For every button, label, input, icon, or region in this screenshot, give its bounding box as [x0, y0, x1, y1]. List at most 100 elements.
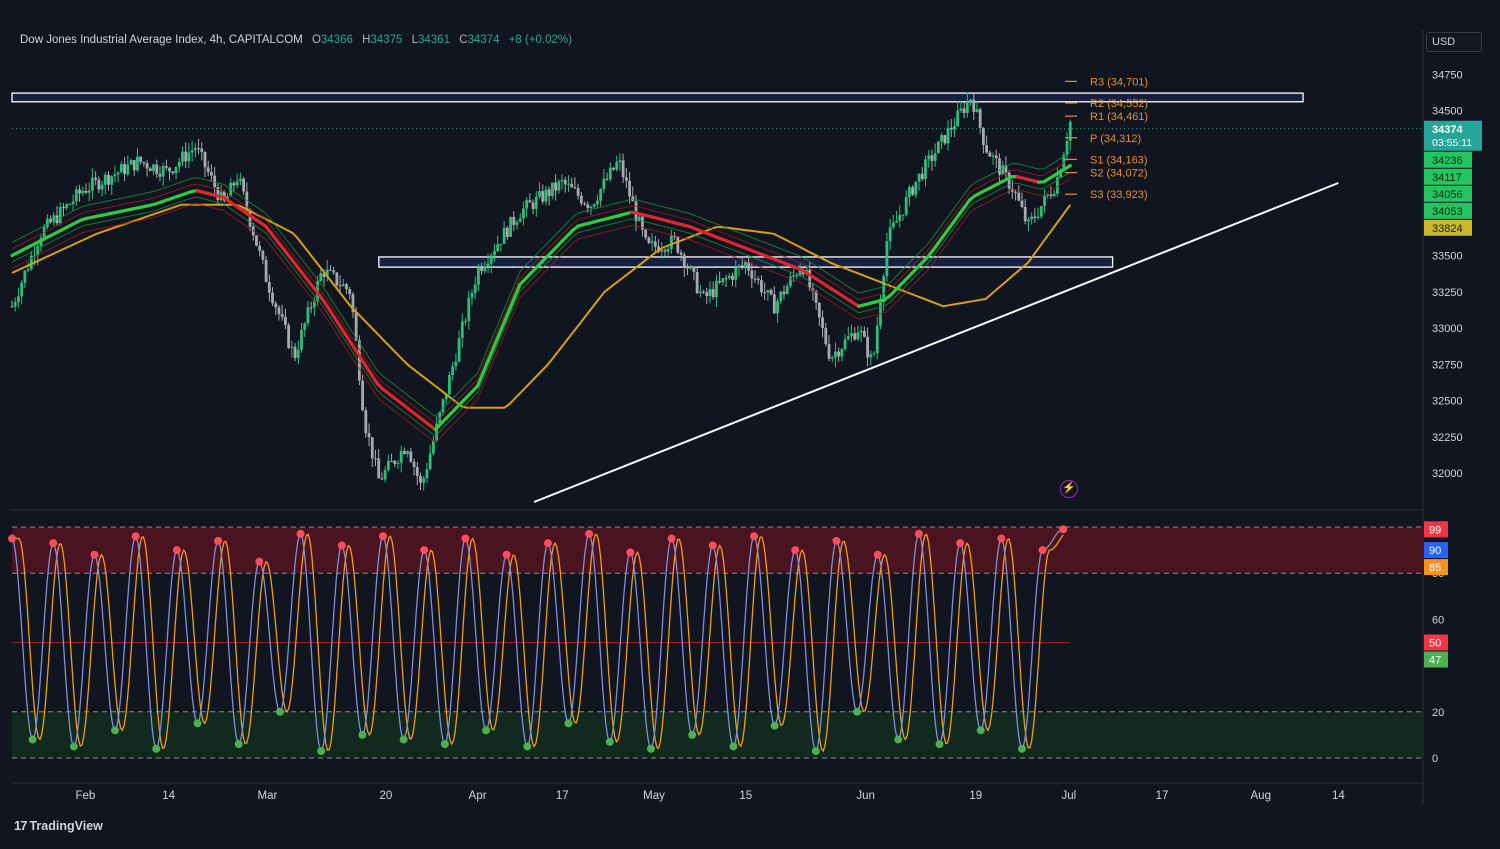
candle-body[interactable] — [599, 189, 602, 201]
candle-body[interactable] — [786, 286, 789, 294]
candle-body[interactable] — [1066, 141, 1069, 155]
candle-body[interactable] — [503, 228, 506, 244]
candle-body[interactable] — [345, 284, 348, 289]
candle-body[interactable] — [403, 451, 406, 454]
currency-selector[interactable]: USD — [1426, 32, 1482, 52]
candle-body[interactable] — [818, 303, 821, 318]
candle-body[interactable] — [943, 135, 946, 143]
candle-body[interactable] — [236, 181, 239, 185]
candle-body[interactable] — [921, 174, 924, 179]
candle-body[interactable] — [976, 109, 979, 112]
candle-body[interactable] — [496, 244, 499, 251]
candle-body[interactable] — [654, 241, 657, 246]
candle-body[interactable] — [570, 184, 573, 187]
candle-body[interactable] — [233, 183, 236, 185]
candle-body[interactable] — [963, 108, 966, 113]
candle-body[interactable] — [258, 246, 261, 251]
candle-body[interactable] — [487, 264, 490, 267]
candle-body[interactable] — [512, 217, 515, 225]
candle-body[interactable] — [596, 201, 599, 205]
candle-body[interactable] — [281, 314, 284, 317]
candle-body[interactable] — [155, 165, 158, 174]
candle-body[interactable] — [274, 303, 277, 307]
candle-body[interactable] — [670, 236, 673, 249]
candle-body[interactable] — [200, 149, 203, 152]
candle-body[interactable] — [573, 187, 576, 188]
candle-body[interactable] — [371, 437, 374, 458]
candle-body[interactable] — [902, 215, 905, 216]
candle-body[interactable] — [635, 201, 638, 221]
candle-body[interactable] — [1033, 217, 1036, 218]
candle-body[interactable] — [464, 321, 467, 322]
candle-body[interactable] — [133, 160, 136, 170]
candle-body[interactable] — [931, 155, 934, 161]
candle-body[interactable] — [72, 201, 75, 204]
candle-body[interactable] — [937, 141, 940, 153]
candle-body[interactable] — [294, 347, 297, 358]
candle-body[interactable] — [709, 289, 712, 296]
candle-body[interactable] — [184, 152, 187, 162]
candle-body[interactable] — [577, 188, 580, 196]
candle-body[interactable] — [332, 270, 335, 272]
candle-body[interactable] — [683, 255, 686, 268]
candle-body[interactable] — [1024, 207, 1027, 221]
candle-body[interactable] — [65, 204, 68, 208]
candle-body[interactable] — [741, 266, 744, 267]
candle-body[interactable] — [319, 273, 322, 281]
candle-body[interactable] — [509, 217, 512, 237]
candle-body[interactable] — [474, 285, 477, 294]
candle-body[interactable] — [831, 357, 834, 358]
candle-body[interactable] — [181, 152, 184, 162]
candle-body[interactable] — [847, 336, 850, 339]
candle-body[interactable] — [400, 451, 403, 463]
candle-body[interactable] — [776, 301, 779, 313]
candle-body[interactable] — [602, 179, 605, 189]
candle-body[interactable] — [1043, 196, 1046, 206]
candle-body[interactable] — [850, 333, 853, 336]
candle-body[interactable] — [516, 222, 519, 225]
candle-body[interactable] — [271, 293, 274, 304]
candle-body[interactable] — [667, 249, 670, 252]
candle-body[interactable] — [699, 291, 702, 293]
candle-body[interactable] — [1017, 193, 1020, 201]
candle-body[interactable] — [721, 278, 724, 282]
candle-body[interactable] — [606, 179, 609, 180]
candle-body[interactable] — [297, 350, 300, 358]
candle-body[interactable] — [162, 166, 165, 176]
candle-body[interactable] — [59, 207, 62, 223]
candle-body[interactable] — [757, 279, 760, 280]
candle-body[interactable] — [660, 250, 663, 251]
candle-body[interactable] — [85, 191, 88, 193]
candle-body[interactable] — [886, 241, 889, 276]
candle-body[interactable] — [387, 461, 390, 470]
candle-body[interactable] — [995, 155, 998, 158]
candle-body[interactable] — [586, 204, 589, 208]
candle-body[interactable] — [715, 281, 718, 297]
candle-body[interactable] — [409, 451, 412, 461]
candle-body[interactable] — [1014, 192, 1017, 193]
candle-body[interactable] — [734, 268, 737, 280]
candle-body[interactable] — [204, 152, 207, 167]
candle-body[interactable] — [175, 167, 178, 173]
candle-body[interactable] — [532, 203, 535, 209]
candle-body[interactable] — [583, 203, 586, 204]
candle-body[interactable] — [541, 191, 544, 201]
candle-body[interactable] — [149, 168, 152, 171]
candle-body[interactable] — [448, 375, 451, 394]
candle-body[interactable] — [171, 172, 174, 174]
candle-body[interactable] — [458, 338, 461, 361]
candle-body[interactable] — [393, 461, 396, 464]
candle-body[interactable] — [381, 478, 384, 479]
candle-body[interactable] — [696, 272, 699, 293]
candle-body[interactable] — [107, 175, 110, 185]
candle-body[interactable] — [339, 285, 342, 286]
candle-body[interactable] — [947, 128, 950, 144]
candle-body[interactable] — [68, 204, 71, 205]
candle-body[interactable] — [918, 174, 921, 182]
candle-body[interactable] — [11, 306, 14, 307]
candle-body[interactable] — [1053, 194, 1056, 196]
candle-body[interactable] — [17, 296, 20, 302]
candle-body[interactable] — [869, 354, 872, 357]
candle-body[interactable] — [500, 244, 503, 245]
